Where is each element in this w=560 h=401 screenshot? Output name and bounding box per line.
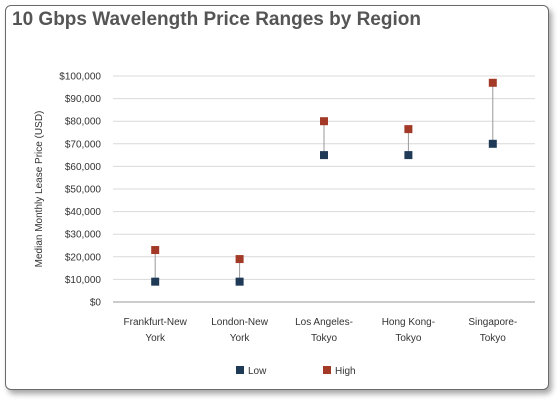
- x-tick-labels: Frankfurt-New York London-New York Los Angel…: [124, 317, 518, 344]
- x-tick-label: Los Angeles-: [295, 317, 353, 328]
- point-low: [235, 277, 244, 286]
- y-tick-label: $90,000: [65, 94, 102, 105]
- x-tick-label: Hong Kong-: [382, 317, 435, 328]
- point-low: [404, 151, 413, 160]
- chart-frame: [5, 5, 549, 390]
- y-tick-label: $70,000: [65, 139, 102, 150]
- y-tick-label: $100,000: [59, 72, 101, 83]
- point-high: [404, 125, 413, 134]
- x-tick-label: Frankfurt-New: [124, 317, 188, 328]
- x-tick-label: Tokyo: [311, 333, 338, 344]
- y-tick-label: $40,000: [65, 207, 102, 218]
- legend-label-low: Low: [248, 366, 267, 377]
- point-high: [488, 78, 497, 87]
- x-tick-label: Tokyo: [480, 333, 507, 344]
- y-tick-label: $80,000: [65, 117, 102, 128]
- x-tick-label: York: [145, 333, 166, 344]
- chart-title: 10 Gbps Wavelength Price Ranges by Regio…: [12, 9, 421, 30]
- legend: Low High: [236, 366, 356, 377]
- point-low: [488, 139, 497, 148]
- x-tick-label: York: [230, 333, 251, 344]
- y-tick-label: $0: [90, 298, 102, 309]
- legend-swatch-high: [323, 366, 331, 374]
- x-tick-label: Tokyo: [395, 333, 422, 344]
- legend-swatch-low: [236, 366, 244, 374]
- y-tick-label: $50,000: [65, 185, 102, 196]
- gridlines: [113, 75, 535, 303]
- x-tick-label: Singapore-: [468, 317, 517, 328]
- point-high: [235, 255, 244, 264]
- y-tick-label: $60,000: [65, 162, 102, 173]
- data-points: [151, 78, 497, 286]
- x-tick-label: London-New: [211, 317, 268, 328]
- point-high: [151, 246, 160, 255]
- y-tick-label: $30,000: [65, 230, 102, 241]
- point-low: [151, 277, 160, 286]
- y-tick-label: $20,000: [65, 252, 102, 263]
- y-axis-label: Median Monthly Lease Price (USD): [34, 111, 45, 268]
- y-tick-labels: $0 $10,000 $20,000 $30,000 $40,000 $50,000 $60…: [59, 72, 101, 309]
- range-connectors: [154, 82, 494, 282]
- point-high: [320, 117, 328, 126]
- point-low: [320, 151, 328, 160]
- y-tick-label: $10,000: [65, 275, 102, 286]
- legend-label-high: High: [335, 366, 356, 377]
